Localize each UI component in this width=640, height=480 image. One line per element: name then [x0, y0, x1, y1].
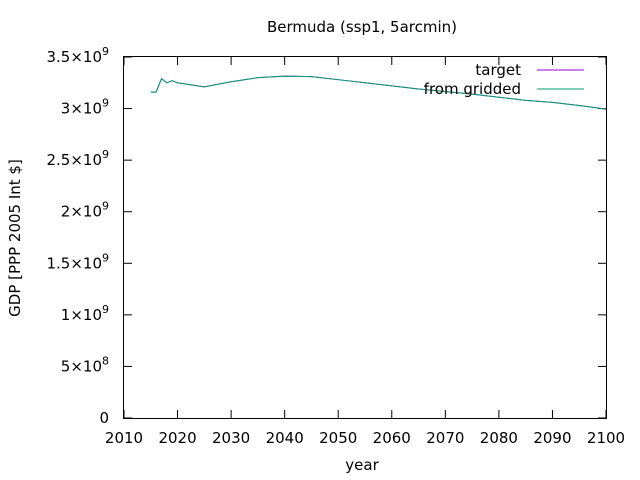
y-tick-label: 1×109 [61, 303, 109, 324]
y-tick-label: 2×109 [61, 200, 109, 221]
x-tick-label: 2020 [158, 429, 196, 447]
legend-label: target [475, 61, 521, 79]
x-tick-label: 2100 [587, 429, 625, 447]
y-tick-label: 5×108 [61, 354, 109, 375]
x-tick-label: 2040 [266, 429, 304, 447]
x-axis: 2010 2020 2030 2040 2050 2060 2070 2080 2090 2100 [105, 57, 625, 447]
x-tick-label: 2060 [373, 429, 411, 447]
y-axis-label: GDP [PPP 2005 Int $] [6, 159, 24, 317]
x-tick-label: 2070 [426, 429, 464, 447]
plot-frame [123, 56, 607, 419]
y-tick-label: 1.5×109 [46, 251, 109, 272]
series-line-1 [150, 75, 607, 110]
x-tick-label: 2030 [212, 429, 250, 447]
chart-title: Bermuda (ssp1, 5arcmin) [267, 18, 457, 36]
series-line-0 [150, 75, 607, 110]
legend-label: from gridded [424, 80, 521, 98]
y-axis: 0 5×108 1×109 1.5×109 2×109 2.5×109 3×109 3.5×1… [46, 45, 606, 427]
y-tick-label: 3.5×109 [46, 45, 109, 66]
x-tick-label: 2050 [319, 429, 357, 447]
y-tick-label: 3×109 [61, 97, 109, 118]
x-tick-label: 2080 [480, 429, 518, 447]
x-tick-label: 2010 [105, 429, 143, 447]
y-tick-label: 2.5×109 [46, 148, 109, 169]
x-tick-label: 2090 [533, 429, 571, 447]
y-tick-label: 0 [99, 409, 109, 427]
x-axis-label: year [345, 456, 379, 474]
series-layer [150, 75, 607, 110]
